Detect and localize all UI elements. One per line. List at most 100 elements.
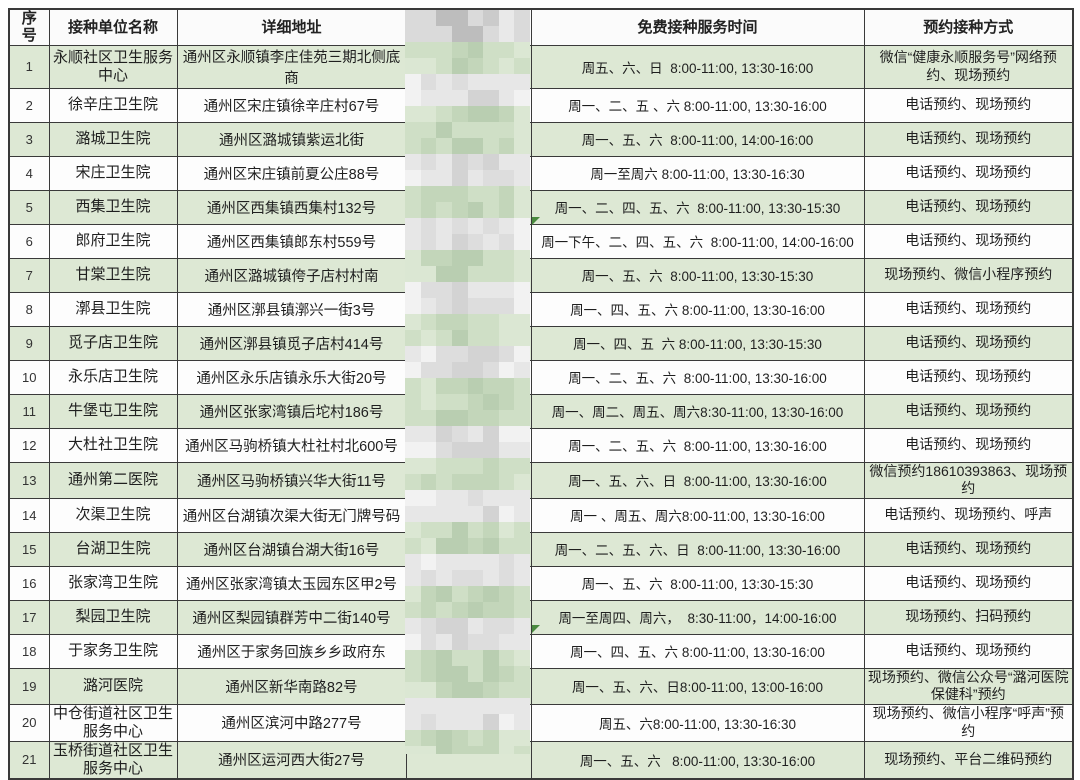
- table-row: 3 潞城卫生院 通州区潞城镇紫运北街 周一、五、六 8:00-11:00, 14…: [8, 121, 1074, 157]
- service-time-cell: 周一、五、六、日8:00-11:00, 13:00-16:00: [530, 667, 865, 705]
- redacted-contact-cell: [405, 633, 532, 669]
- service-time-cell: 周一、二、五、六、日 8:00-11:00, 13:30-16:00: [530, 531, 865, 567]
- booking-method-cell: 电话预约、现场预约: [863, 291, 1074, 327]
- redacted-contact-cell: [405, 703, 532, 742]
- booking-method-cell: 电话预约、现场预约、呼声: [863, 497, 1074, 533]
- service-time-cell: 周一、四、五 六 8:00-11:00, 13:30-15:30: [530, 325, 865, 361]
- table-row: 20 中仓街道社区卫生服务中心 通州区滨河中路277号 周五、六8:00-11:…: [8, 703, 1074, 742]
- booking-method-cell: 电话预约、现场预约: [863, 565, 1074, 601]
- redacted-contact-cell: [405, 121, 532, 157]
- booking-method-cell: 现场预约、微信小程序预约: [863, 257, 1074, 293]
- row-number: 6: [8, 223, 50, 259]
- unit-address-cell: 通州区于家务回族乡乡政府东: [176, 633, 407, 669]
- service-time-cell: 周一、周二、周五、周六8:30-11:00, 13:30-16:00: [530, 393, 865, 429]
- redacted-contact-cell: [405, 359, 532, 395]
- service-time-cell: 周一、五、六 8:00-11:00, 14:00-16:00: [530, 121, 865, 157]
- table-row: 18 于家务卫生院 通州区于家务回族乡乡政府东 周一、四、五、六 8:00-11…: [8, 633, 1074, 669]
- row-number: 19: [8, 667, 50, 705]
- unit-address-cell: 通州区张家湾镇后坨村186号: [176, 393, 407, 429]
- service-time-cell: 周一、二、五、六 8:00-11:00, 13:30-16:00: [530, 427, 865, 463]
- column-header: 预约接种方式: [863, 8, 1074, 46]
- unit-address-cell: 通州区台湖镇台湖大街16号: [176, 531, 407, 567]
- row-number: 17: [8, 599, 50, 635]
- row-number: 20: [8, 703, 50, 742]
- table-row: 14 次渠卫生院 通州区台湖镇次渠大街无门牌号码 周一 、周五、周六8:00-1…: [8, 497, 1074, 533]
- table-row: 13 通州第二医院 通州区马驹桥镇兴华大街11号 周一、五、六、日 8:00-1…: [8, 461, 1074, 499]
- booking-method-cell: 电话预约、现场预约: [863, 427, 1074, 463]
- column-header: 接种单位名称: [48, 8, 178, 46]
- booking-method-cell: 电话预约、现场预约: [863, 121, 1074, 157]
- unit-name-cell: 潞城卫生院: [48, 121, 178, 157]
- table-row: 11 牛堡屯卫生院 通州区张家湾镇后坨村186号 周一、周二、周五、周六8:30…: [8, 393, 1074, 429]
- booking-method-cell: 电话预约、现场预约: [863, 223, 1074, 259]
- unit-address-cell: 通州区张家湾镇太玉园东区甲2号: [176, 565, 407, 601]
- row-number: 1: [8, 44, 50, 89]
- booking-method-cell: 电话预约、现场预约: [863, 393, 1074, 429]
- row-number: 7: [8, 257, 50, 293]
- row-number: 4: [8, 155, 50, 191]
- row-number: 11: [8, 393, 50, 429]
- row-number: 12: [8, 427, 50, 463]
- unit-name-cell: 于家务卫生院: [48, 633, 178, 669]
- booking-method-cell: 电话预约、现场预约: [863, 87, 1074, 123]
- redacted-contact-cell: [405, 291, 532, 327]
- redacted-contact-cell: [405, 565, 532, 601]
- redacted-contact-cell: [405, 155, 532, 191]
- unit-name-cell: 永乐店卫生院: [48, 359, 178, 395]
- row-number: 3: [8, 121, 50, 157]
- unit-name-cell: 永顺社区卫生服务中心: [48, 44, 178, 89]
- service-time-cell: 周一、四、五、六 8:00-11:00, 13:30-16:00: [530, 633, 865, 669]
- redacted-contact-cell: [405, 667, 532, 705]
- row-number: 9: [8, 325, 50, 361]
- service-time-cell: 周一、二、四、五、六 8:00-11:00, 13:30-15:30: [530, 189, 865, 225]
- booking-method-cell: 电话预约、现场预约: [863, 633, 1074, 669]
- table-row: 8 漷县卫生院 通州区漷县镇漷兴一街3号 周一、四、五、六 8:00-11:00…: [8, 291, 1074, 327]
- unit-name-cell: 通州第二医院: [48, 461, 178, 499]
- service-time-cell: 周一、五、六 8:00-11:00, 13:30-16:00: [530, 740, 865, 779]
- booking-method-cell: 现场预约、微信公众号“潞河医院保健科”预约: [863, 667, 1074, 705]
- redacted-contact-cell: [405, 325, 532, 361]
- unit-name-cell: 张家湾卫生院: [48, 565, 178, 601]
- table-row: 12 大杜社卫生院 通州区马驹桥镇大杜社村北600号 周一、二、五、六 8:00…: [8, 427, 1074, 463]
- booking-method-cell: 现场预约、微信小程序“呼声”预约: [863, 703, 1074, 742]
- unit-name-cell: 潞河医院: [48, 667, 178, 705]
- table-row: 2 徐辛庄卫生院 通州区宋庄镇徐辛庄村67号 周一、二、五 、六 8:00-11…: [8, 87, 1074, 123]
- table-row: 16 张家湾卫生院 通州区张家湾镇太玉园东区甲2号 周一、五、六 8:00-11…: [8, 565, 1074, 601]
- service-time-cell: 周一、五、六、日 8:00-11:00, 13:30-16:00: [530, 461, 865, 499]
- booking-method-cell: 电话预约、现场预约: [863, 155, 1074, 191]
- redacted-contact-cell: [405, 393, 532, 429]
- unit-name-cell: 郎府卫生院: [48, 223, 178, 259]
- unit-address-cell: 通州区永乐店镇永乐大街20号: [176, 359, 407, 395]
- unit-address-cell: 通州区滨河中路277号: [176, 703, 407, 742]
- unit-name-cell: 漷县卫生院: [48, 291, 178, 327]
- redacted-contact-cell: [405, 189, 532, 225]
- redacted-contact-cell: [405, 497, 532, 533]
- booking-method-cell: 电话预约、现场预约: [863, 531, 1074, 567]
- row-number: 15: [8, 531, 50, 567]
- row-number: 18: [8, 633, 50, 669]
- unit-name-cell: 中仓街道社区卫生服务中心: [48, 703, 178, 742]
- booking-method-cell: 现场预约、扫码预约: [863, 599, 1074, 635]
- vaccination-sites-table-screenshot: 序号 接种单位名称 详细地址 免费接种服务时间 预约接种方式 1 永顺社区卫生服务中心 …: [8, 8, 1074, 780]
- unit-name-cell: 宋庄卫生院: [48, 155, 178, 191]
- unit-address-cell: 通州区潞城镇侉子店村村南: [176, 257, 407, 293]
- unit-address-cell: 通州区宋庄镇前夏公庄88号: [176, 155, 407, 191]
- unit-name-cell: 牛堡屯卫生院: [48, 393, 178, 429]
- unit-name-cell: 甘棠卫生院: [48, 257, 178, 293]
- row-number: 14: [8, 497, 50, 533]
- table-row: 7 甘棠卫生院 通州区潞城镇侉子店村村南 周一、五、六 8:00-11:00, …: [8, 257, 1074, 293]
- table-row: 10 永乐店卫生院 通州区永乐店镇永乐大街20号 周一、二、五、六 8:00-1…: [8, 359, 1074, 395]
- redacted-contact-cell: [405, 740, 532, 779]
- redacted-contact-cell: [405, 87, 532, 123]
- service-time-cell: 周一至周六 8:00-11:00, 13:30-16:30: [530, 155, 865, 191]
- unit-address-cell: 通州区宋庄镇徐辛庄村67号: [176, 87, 407, 123]
- unit-address-cell: 通州区漷县镇觅子店村414号: [176, 325, 407, 361]
- unit-address-cell: 通州区西集镇郎东村559号: [176, 223, 407, 259]
- service-time-cell: 周一、四、五、六 8:00-11:00, 13:30-16:00: [530, 291, 865, 327]
- service-time-cell: 周一至周四、周六， 8:30-11:00，14:00-16:00: [530, 599, 865, 635]
- unit-address-cell: 通州区台湖镇次渠大街无门牌号码: [176, 497, 407, 533]
- row-number: 16: [8, 565, 50, 601]
- column-header: [405, 8, 532, 46]
- row-number: 13: [8, 461, 50, 499]
- service-time-cell: 周一、二、五 、六 8:00-11:00, 13:30-16:00: [530, 87, 865, 123]
